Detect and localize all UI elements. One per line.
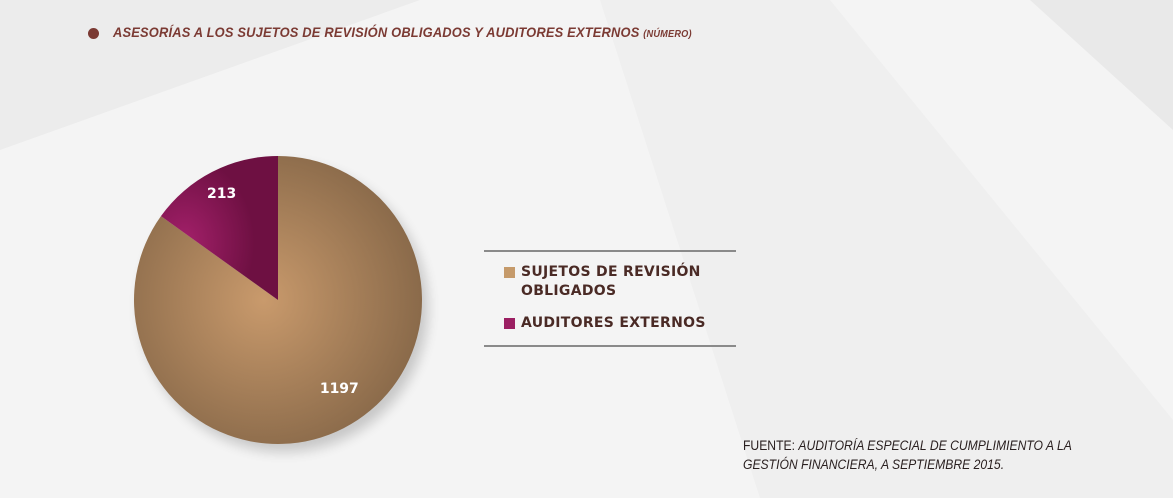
- chart-title: ASESORÍAS A LOS SUJETOS DE REVISIÓN OBLI…: [88, 22, 742, 42]
- chart-legend: SUJETOS DE REVISIÓN OBLIGADOS AUDITORES …: [484, 250, 736, 347]
- source-note: FUENTE: AUDITORÍA ESPECIAL DE CUMPLIMIEN…: [743, 436, 1103, 474]
- source-prefix: FUENTE:: [743, 438, 795, 453]
- pie-slice-auditores: [160, 156, 278, 300]
- legend-label-auditores: AUDITORES EXTERNOS: [521, 315, 706, 331]
- title-bullet-icon: [88, 28, 99, 39]
- source-text: AUDITORÍA ESPECIAL DE CUMPLIMIENTO A LA …: [743, 438, 1072, 472]
- legend-label-sujetos: SUJETOS DE REVISIÓN OBLIGADOS: [521, 264, 701, 299]
- pie-data-label: 213: [207, 186, 236, 202]
- legend-swatch-auditores: [504, 318, 515, 329]
- pie-chart: 1197 213: [133, 156, 428, 452]
- legend-item-auditores: AUDITORES EXTERNOS: [504, 314, 736, 333]
- legend-item-sujetos: SUJETOS DE REVISIÓN OBLIGADOS: [504, 263, 736, 301]
- legend-swatch-sujetos: [504, 267, 515, 278]
- title-main: ASESORÍAS A LOS SUJETOS DE REVISIÓN OBLI…: [113, 24, 640, 40]
- pie-data-label: 1197: [320, 381, 359, 397]
- title-unit: (NÚMERO): [643, 29, 692, 40]
